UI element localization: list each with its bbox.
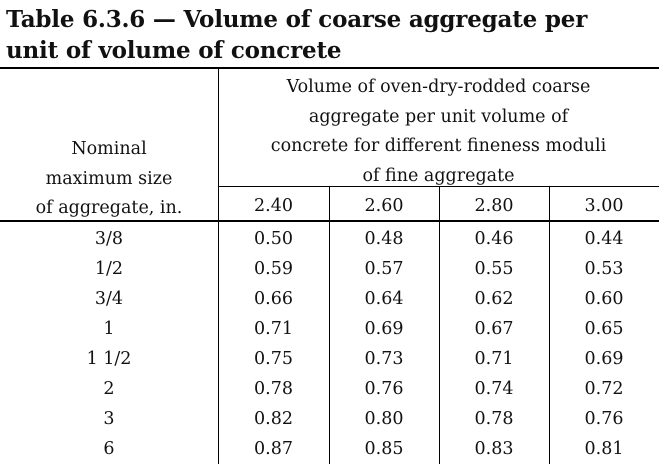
volume-cell: 0.72	[584, 379, 624, 399]
column-header-fm: 2.40	[254, 196, 293, 216]
aggregate-size-cell: 6	[103, 439, 115, 459]
aggregate-size-cell: 3/4	[94, 289, 124, 309]
column-header-fm: 2.60	[364, 196, 404, 216]
group-header-line: Volume of oven-dry-rodded coarse	[286, 77, 591, 97]
group-header-line: of fine aggregate	[362, 166, 515, 186]
volume-cell: 0.67	[474, 319, 514, 339]
volume-cell: 0.82	[254, 409, 293, 429]
group-header-line: concrete for different fineness moduli	[270, 136, 607, 156]
volume-cell: 0.76	[584, 409, 624, 429]
volume-cell: 0.85	[364, 439, 404, 459]
volume-cell: 0.48	[364, 229, 404, 249]
volume-cell: 0.71	[474, 349, 514, 369]
volume-cell: 0.60	[584, 289, 624, 309]
row-header-divider	[218, 69, 219, 464]
volume-cell: 0.75	[254, 349, 293, 369]
row-header-line: of aggregate, in.	[35, 198, 183, 218]
header-bottom-rule	[0, 220, 659, 222]
aggregate-size-cell: 1 1/2	[86, 349, 132, 369]
volume-cell: 0.83	[474, 439, 514, 459]
volume-cell: 0.69	[364, 319, 404, 339]
volume-cell: 0.73	[364, 349, 404, 369]
volume-cell: 0.64	[364, 289, 404, 309]
group-header-line: aggregate per unit volume of	[308, 107, 569, 127]
volume-cell: 0.78	[474, 409, 514, 429]
table-title: Table 6.3.6 — Volume of coarse aggregate…	[6, 4, 656, 66]
volume-cell: 0.87	[254, 439, 293, 459]
volume-cell: 0.65	[584, 319, 624, 339]
column-divider-1	[329, 186, 330, 464]
group-header-rule	[218, 186, 659, 187]
aggregate-size-cell: 3/8	[94, 229, 124, 249]
aggregate-size-cell: 1/2	[94, 259, 124, 279]
aggregate-size-cell: 2	[103, 379, 115, 399]
volume-cell: 0.78	[254, 379, 293, 399]
column-header-fm: 2.80	[474, 196, 514, 216]
volume-cell: 0.71	[254, 319, 293, 339]
volume-cell: 0.50	[254, 229, 293, 249]
volume-cell: 0.59	[254, 259, 293, 279]
table-title-line-1: Table 6.3.6 — Volume of coarse aggregate…	[6, 6, 588, 33]
volume-cell: 0.62	[474, 289, 514, 309]
row-header-line: maximum size	[45, 169, 173, 189]
volume-cell: 0.80	[364, 409, 404, 429]
aggregate-size-cell: 1	[103, 319, 115, 339]
volume-cell: 0.74	[474, 379, 514, 399]
aggregate-size-cell: 3	[103, 409, 115, 429]
table-title-line-2: unit of volume of concrete	[6, 37, 342, 64]
volume-cell: 0.44	[584, 229, 624, 249]
volume-cell: 0.66	[254, 289, 293, 309]
column-divider-3	[549, 186, 550, 464]
table-top-rule	[0, 67, 659, 69]
volume-cell: 0.69	[584, 349, 624, 369]
column-header-fm: 3.00	[584, 196, 624, 216]
volume-cell: 0.46	[474, 229, 514, 249]
volume-cell: 0.57	[364, 259, 404, 279]
volume-cell: 0.53	[584, 259, 624, 279]
volume-cell: 0.55	[474, 259, 514, 279]
volume-cell: 0.81	[584, 439, 624, 459]
column-divider-2	[439, 186, 440, 464]
row-header-line: Nominal	[71, 139, 147, 159]
volume-cell: 0.76	[364, 379, 404, 399]
